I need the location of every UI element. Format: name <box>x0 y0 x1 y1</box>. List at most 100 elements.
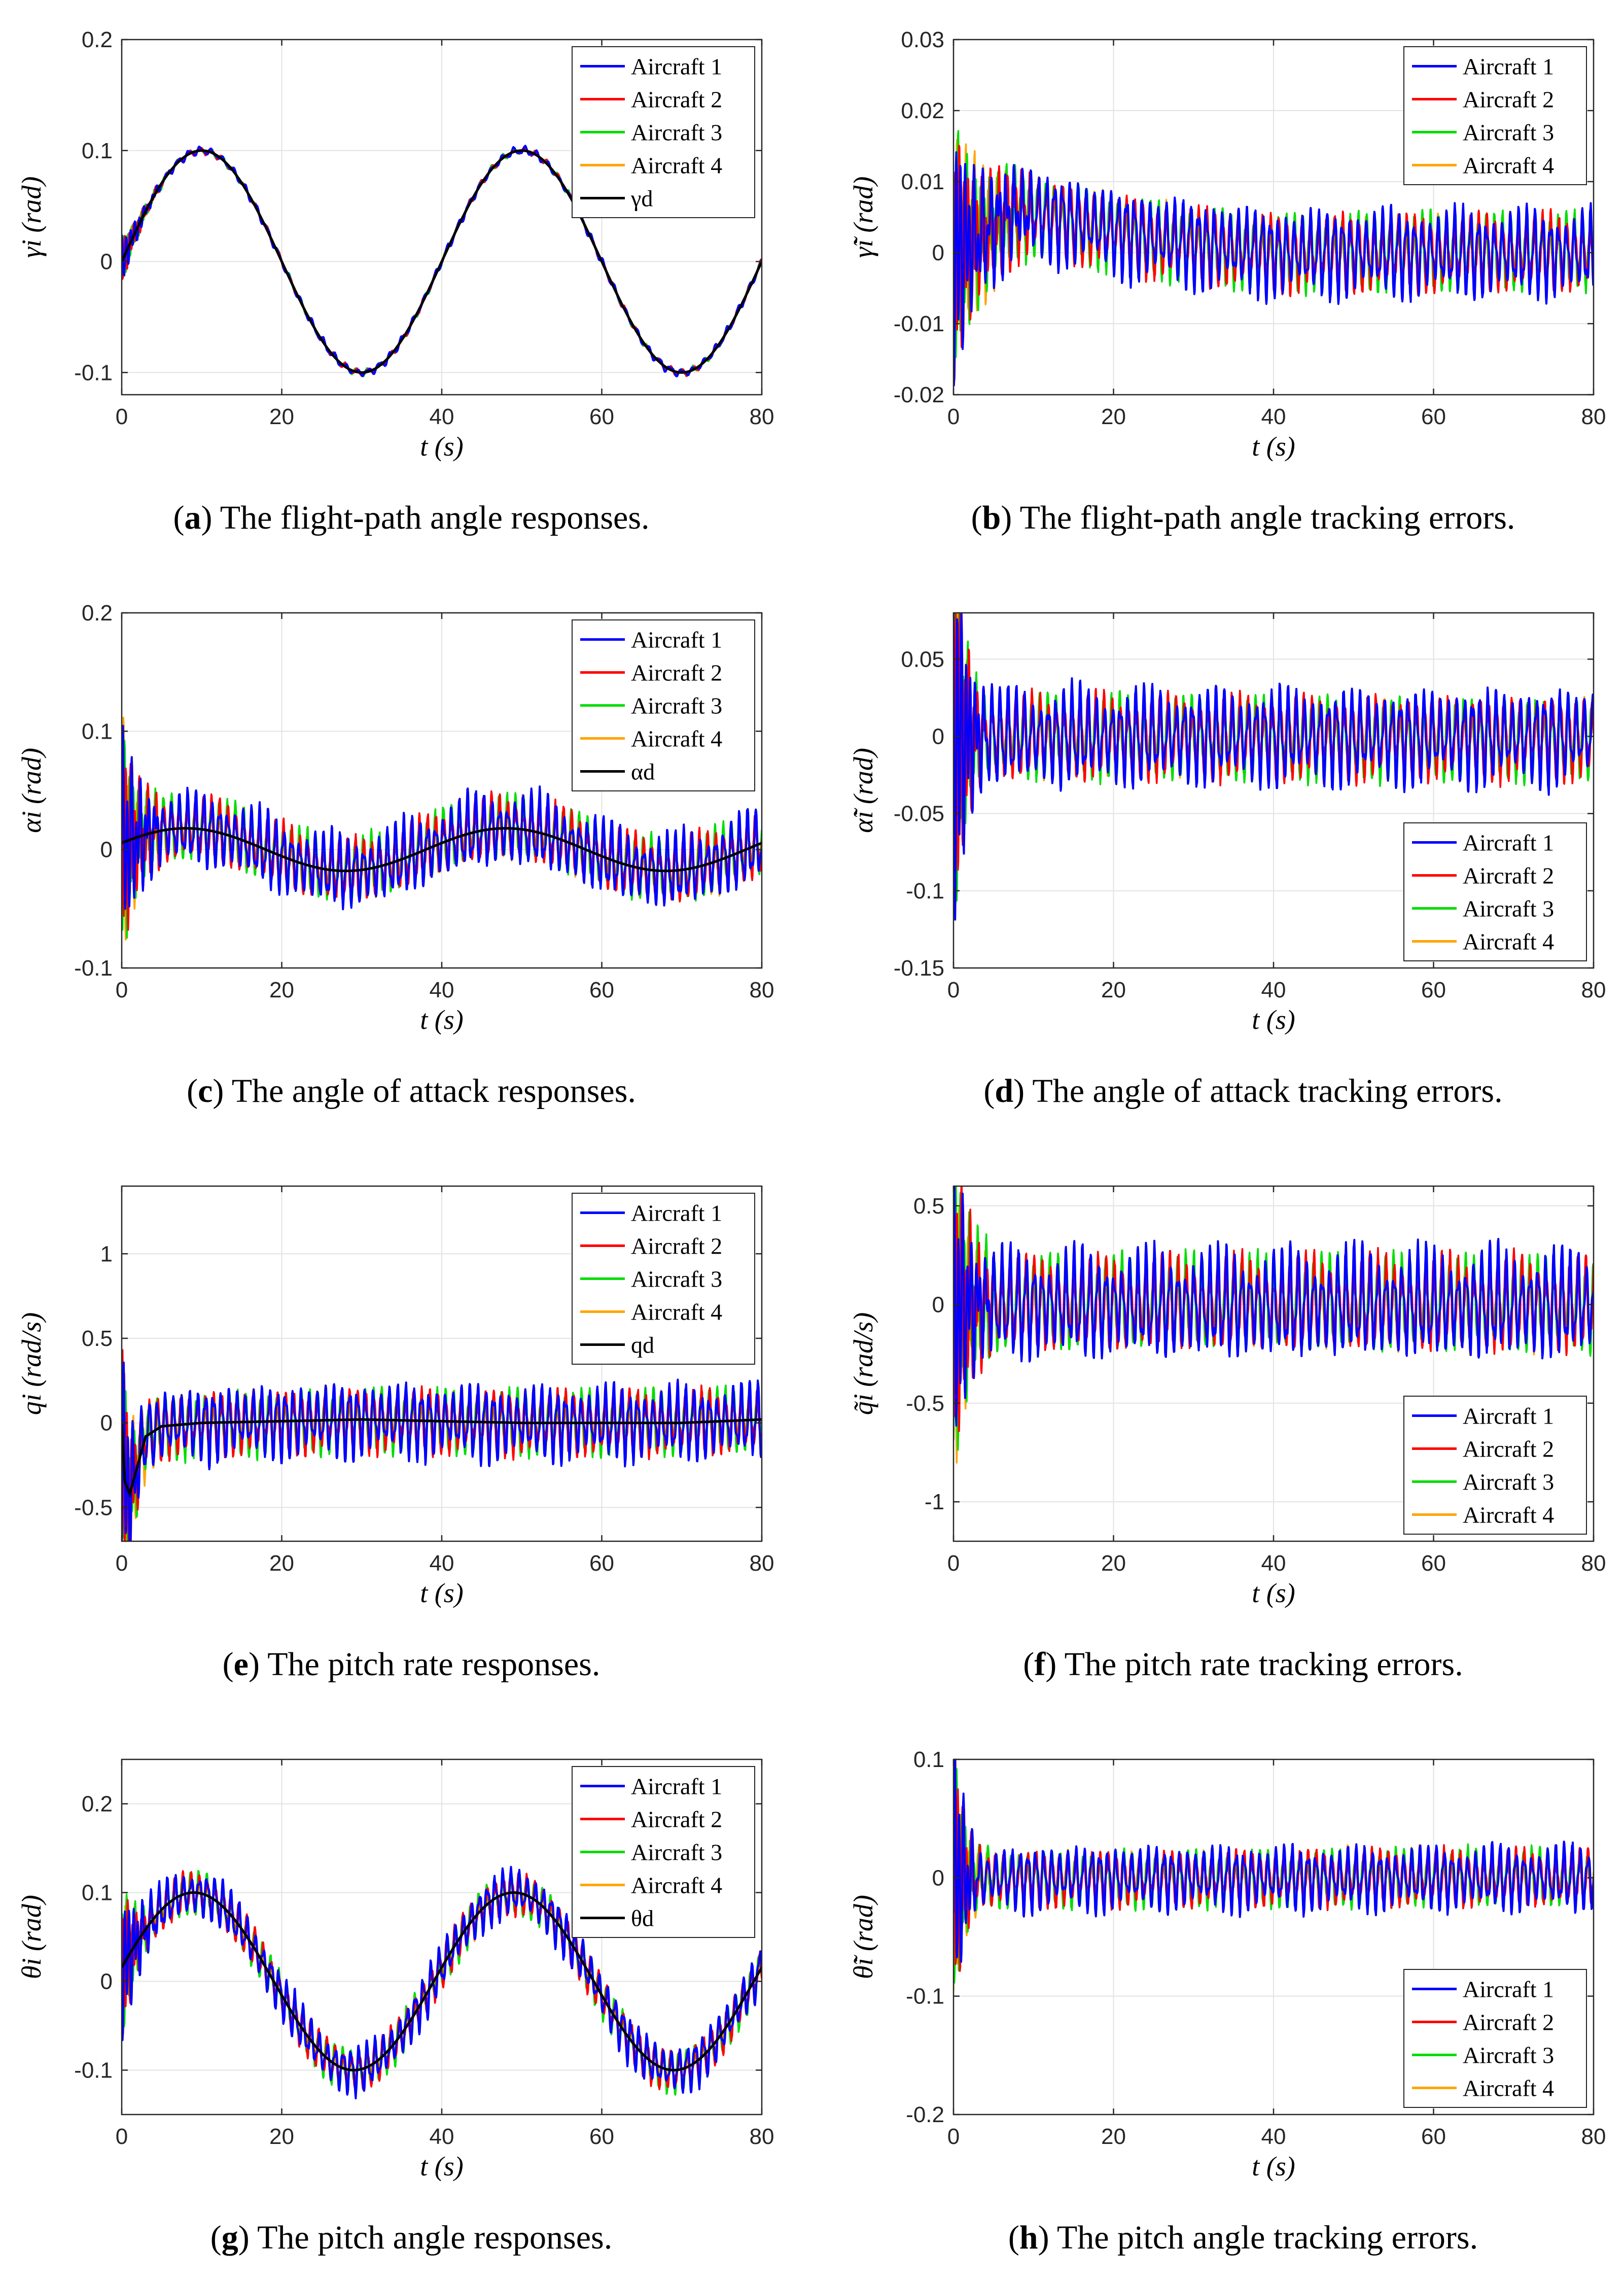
y-tick-label: -0.2 <box>906 2102 944 2127</box>
legend-entry-desired: qd <box>580 1332 654 1358</box>
legend: Aircraft 1 Aircraft 2 Aircraft 3 Aircraft 4… <box>572 619 755 791</box>
legend-label: θd <box>631 1906 654 1931</box>
legend-entry-aircraft-4: Aircraft 4 <box>1412 929 1554 955</box>
x-tick-label: 60 <box>1421 404 1446 429</box>
y-tick-label: 0 <box>932 724 944 749</box>
y-tick-label: 0 <box>100 1969 113 1994</box>
x-tick-label: 60 <box>589 2124 614 2149</box>
legend-entry-aircraft-2: Aircraft 2 <box>580 1807 722 1832</box>
x-tick-label: 80 <box>1581 1551 1606 1576</box>
panel-caption: (h) The pitch angle tracking errors. <box>1008 2219 1478 2256</box>
y-axis-label: αi (rad) <box>16 748 47 833</box>
caption-close-paren: ) <box>213 1072 231 1110</box>
y-tick-label: -0.15 <box>894 956 944 981</box>
legend-entry-desired: αd <box>580 759 655 785</box>
legend-label: Aircraft 1 <box>1463 1977 1554 2002</box>
x-tick-label: 40 <box>430 978 454 1002</box>
x-axis-label: t (s) <box>420 1005 463 1035</box>
caption-text: The pitch angle responses. <box>257 2219 612 2256</box>
x-tick-label: 0 <box>116 404 128 429</box>
legend-entry-aircraft-4: Aircraft 4 <box>580 153 722 179</box>
legend-label: Aircraft 2 <box>631 1807 722 1832</box>
series-group <box>122 716 762 941</box>
caption-open-paren: ( <box>1023 1646 1034 1683</box>
legend-label: Aircraft 1 <box>1463 830 1554 856</box>
legend-label: Aircraft 4 <box>631 1873 722 1898</box>
y-tick-label: -0.1 <box>74 956 113 981</box>
legend-entry-aircraft-1: Aircraft 1 <box>1412 1977 1554 2002</box>
legend-entry-aircraft-3: Aircraft 3 <box>580 693 722 719</box>
y-tick-label: 1 <box>100 1241 113 1266</box>
caption-tag: e <box>234 1646 249 1683</box>
legend: Aircraft 1 Aircraft 2 Aircraft 3 Aircraft 4… <box>572 1766 755 1938</box>
y-tick-label: -0.1 <box>906 1984 944 2009</box>
x-tick-label: 0 <box>947 404 960 429</box>
panel-caption: (e) The pitch rate responses. <box>223 1646 601 1683</box>
legend-entry-aircraft-2: Aircraft 2 <box>1412 1436 1554 1462</box>
panel-caption: (d) The angle of attack tracking errors. <box>983 1072 1502 1110</box>
caption-text: The pitch rate responses. <box>267 1646 600 1683</box>
legend-entry-aircraft-1: Aircraft 1 <box>580 1774 722 1799</box>
y-tick-label: 0 <box>932 1292 944 1317</box>
legend: Aircraft 1 Aircraft 2 Aircraft 3 Aircraft 4… <box>572 46 755 218</box>
x-axis-label: t (s) <box>1252 1578 1295 1608</box>
caption-open-paren: ( <box>210 2219 222 2256</box>
chart-panel-h: 0 20 40 60 80 -0.2 -0.1 0 0.1 t (s) θ̃i (rad) Aircr… <box>848 1747 1606 2256</box>
x-tick-label: 20 <box>269 1551 294 1576</box>
series-group <box>954 1186 1594 1464</box>
caption-close-paren: ) <box>201 499 220 536</box>
caption-text: The flight-path angle responses. <box>220 499 650 536</box>
x-tick-label: 20 <box>1101 1551 1126 1576</box>
caption-tag: h <box>1019 2219 1038 2256</box>
series-line-aircraft-1 <box>954 1759 1594 1963</box>
legend-entry-aircraft-3: Aircraft 3 <box>1412 2042 1554 2068</box>
caption-open-paren: ( <box>187 1072 198 1110</box>
legend-label: Aircraft 1 <box>1463 54 1554 80</box>
legend-entry-aircraft-4: Aircraft 4 <box>580 726 722 752</box>
caption-open-paren: ( <box>971 499 982 536</box>
legend-entry-aircraft-4: Aircraft 4 <box>1412 2075 1554 2101</box>
legend-entry-aircraft-1: Aircraft 1 <box>1412 1403 1554 1429</box>
legend: Aircraft 1 Aircraft 2 Aircraft 3 Aircraft 4… <box>572 1193 755 1365</box>
x-tick-label: 0 <box>947 2124 960 2149</box>
y-tick-label: 0.2 <box>82 601 113 626</box>
legend-entry-aircraft-1: Aircraft 1 <box>580 627 722 653</box>
y-axis-label: qi (rad/s) <box>16 1312 47 1415</box>
series-group <box>122 145 762 377</box>
y-tick-label: 0 <box>100 250 113 274</box>
x-tick-label: 60 <box>589 978 614 1002</box>
legend-label: Aircraft 2 <box>631 660 722 686</box>
caption-text: The pitch rate tracking errors. <box>1065 1646 1463 1683</box>
series-group <box>122 1349 762 1541</box>
legend-entry-aircraft-2: Aircraft 2 <box>580 1233 722 1259</box>
legend-entry-aircraft-2: Aircraft 2 <box>1412 863 1554 889</box>
legend-label: Aircraft 1 <box>631 1200 722 1226</box>
x-tick-label: 40 <box>430 2124 454 2149</box>
legend-entry-aircraft-3: Aircraft 3 <box>1412 120 1554 146</box>
x-axis-label: t (s) <box>420 2151 463 2181</box>
y-tick-label: 0.02 <box>901 98 944 123</box>
caption-text: The angle of attack tracking errors. <box>1032 1072 1502 1110</box>
y-tick-label: 0 <box>100 838 113 862</box>
caption-tag: c <box>198 1072 213 1110</box>
legend-label: Aircraft 4 <box>1463 153 1554 179</box>
x-tick-label: 20 <box>1101 404 1126 429</box>
legend-label: qd <box>631 1332 654 1358</box>
caption-tag: g <box>222 2219 238 2256</box>
caption-close-paren: ) <box>238 2219 257 2256</box>
y-tick-label: -1 <box>925 1490 944 1514</box>
legend-entry-aircraft-1: Aircraft 1 <box>580 1200 722 1226</box>
y-tick-label: -0.5 <box>74 1495 113 1520</box>
legend-label: Aircraft 2 <box>631 1233 722 1259</box>
legend-label: Aircraft 3 <box>631 693 722 719</box>
legend-label: Aircraft 2 <box>1463 87 1554 113</box>
x-axis-label: t (s) <box>1252 1005 1295 1035</box>
series-line-desired <box>122 1891 762 2071</box>
legend: Aircraft 1 Aircraft 2 Aircraft 3 Aircraft 4 <box>1403 822 1587 961</box>
x-axis-label: t (s) <box>1252 431 1295 462</box>
legend-box <box>1403 1969 1587 2108</box>
chart-panel-b: 0 20 40 60 80 -0.02 -0.01 0 0.01 0.02 0.03 t (s) γ̃i… <box>848 27 1606 536</box>
legend-entry-aircraft-3: Aircraft 3 <box>1412 1469 1554 1495</box>
y-tick-label: 0 <box>932 1865 944 1890</box>
y-tick-label: 0.2 <box>82 1792 113 1817</box>
